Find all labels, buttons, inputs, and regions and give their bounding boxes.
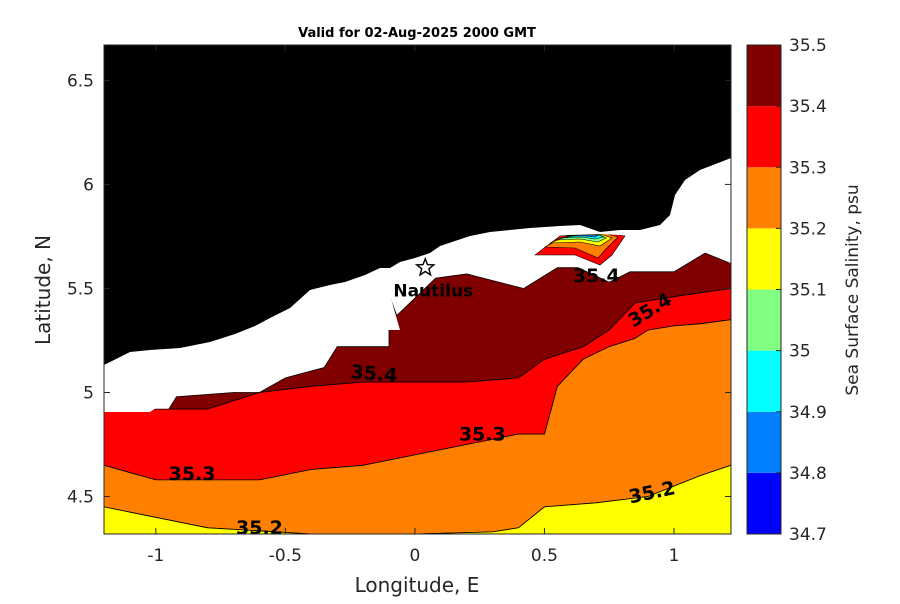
plume-band-34-8: [567, 234, 599, 238]
y-axis-ticks: 4.5 5 5.5 6 6.5: [67, 71, 731, 508]
x-tick-label: 0.5: [531, 546, 558, 566]
colorbar-segment: [747, 411, 781, 473]
colorbar-segment: [747, 350, 781, 412]
contour-label: 35.2: [236, 517, 283, 539]
station-label: Nautilus: [393, 282, 473, 302]
x-axis-label: Longitude, E: [355, 573, 480, 597]
colorbar-tick-label: 35.1: [789, 281, 827, 301]
no-data-gap: [650, 236, 700, 255]
contour-labels: 35.435.435.435.335.335.235.2: [169, 265, 678, 539]
colorbar-tick-label: 34.8: [789, 464, 827, 484]
axes-frame: [103, 44, 732, 535]
colorbar-segment: [747, 289, 781, 351]
colorbar-segment: [747, 106, 781, 168]
colorbar-tick-label: 34.9: [789, 403, 827, 423]
star-icon: [414, 256, 436, 277]
x-tick-label: 1: [669, 546, 680, 566]
contour-label: 35.4: [350, 361, 399, 387]
x-tick-label: 0: [409, 546, 420, 566]
y-tick-label: 4.5: [67, 488, 94, 508]
y-tick-label: 6.5: [67, 71, 94, 91]
x-tick-label: -1: [147, 546, 164, 566]
colorbar-tick-label: 35.4: [789, 97, 827, 117]
colorbar-tick-label: 35.5: [789, 36, 827, 56]
colorbar-tick-label: 35.3: [789, 158, 827, 178]
x-axis-ticks: -1 -0.5 0 0.5 1: [147, 45, 679, 566]
low-salinity-plume: [534, 231, 626, 266]
y-tick-label: 6: [83, 175, 94, 195]
x-tick-label: -0.5: [269, 546, 302, 566]
contour-label: 35.3: [169, 463, 216, 485]
salinity-bands: [104, 252, 731, 534]
y-tick-label: 5.5: [67, 279, 94, 299]
colorbar: 34.7 34.8 34.9 35 35.1 35.2 35.3 35.4 35.5: [746, 36, 827, 545]
map-plot-area: 35.435.435.435.335.335.235.2 Nautilus: [104, 45, 731, 539]
colorbar-segment: [747, 167, 781, 229]
colorbar-label: Sea Surface Salinity, psu: [843, 184, 863, 395]
station-marker: Nautilus: [393, 256, 473, 302]
map-title: Valid for 02-Aug-2025 2000 GMT: [298, 26, 536, 41]
colorbar-segment: [747, 45, 781, 107]
y-tick-label: 5: [83, 384, 94, 404]
contour-label: 35.3: [459, 423, 506, 445]
colorbar-segment: [747, 228, 781, 290]
colorbar-segment: [747, 472, 781, 534]
no-data-wedge: [104, 276, 400, 412]
y-axis-label: Latitude, N: [31, 235, 55, 345]
land-mass: [104, 45, 731, 365]
contour-label: 35.4: [573, 265, 620, 287]
salinity-band-35.1-35.2: [104, 464, 731, 534]
colorbar-tick-label: 35.2: [789, 219, 827, 239]
colorbar-tick-label: 34.7: [789, 525, 827, 545]
colorbar-tick-label: 35: [789, 342, 811, 362]
